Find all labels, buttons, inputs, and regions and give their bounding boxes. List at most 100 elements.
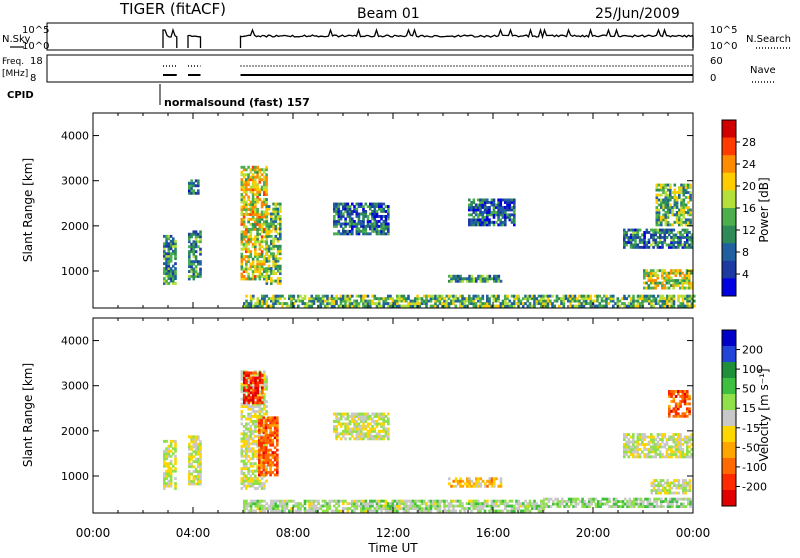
velocity-cell: [256, 457, 259, 461]
power-cell: [351, 210, 354, 213]
power-cell: [663, 302, 667, 305]
velocity-cell: [623, 455, 626, 459]
velocity-cell: [432, 502, 435, 506]
power-cell: [306, 302, 309, 305]
velocity-cell: [466, 477, 469, 481]
velocity-cell: [271, 416, 275, 420]
power-cell: [240, 183, 244, 187]
power-cell: [497, 277, 501, 281]
velocity-cell: [245, 374, 248, 377]
power-cell: [380, 222, 383, 226]
power-cell: [267, 249, 271, 253]
power-cell: [497, 304, 500, 308]
velocity-cell: [247, 407, 250, 411]
velocity-cell: [271, 456, 275, 459]
velocity-cell: [666, 484, 669, 487]
power-cell: [194, 270, 198, 273]
power-cell: [495, 274, 498, 278]
power-cell: [190, 189, 193, 193]
velocity-cell: [243, 396, 246, 400]
power-cell: [197, 184, 200, 188]
velocity-cell: [369, 437, 372, 441]
velocity-cell: [655, 484, 658, 487]
velocity-cell: [545, 502, 548, 506]
velocity-cell: [513, 509, 516, 513]
power-cell: [276, 259, 280, 263]
velocity-cell: [308, 504, 311, 508]
velocity-cell: [625, 445, 628, 449]
velocity-cell: [468, 482, 471, 486]
velocity-cell: [650, 440, 653, 444]
power-cell: [682, 193, 686, 197]
power-cell: [623, 302, 626, 305]
velocity-cell: [416, 507, 419, 510]
velocity-cell: [659, 491, 663, 495]
power-cell: [167, 254, 171, 258]
power-cell: [258, 304, 262, 308]
velocity-cell: [344, 422, 347, 426]
power-cell: [655, 220, 659, 224]
power-cell: [247, 277, 250, 281]
velocity-cell: [661, 438, 664, 441]
power-cell: [256, 173, 259, 177]
power-cell: [582, 294, 586, 298]
velocity-cell: [650, 438, 653, 441]
velocity-cell: [251, 464, 255, 468]
power-cell: [199, 240, 202, 244]
velocity-cell: [260, 421, 263, 425]
power-cell: [682, 213, 686, 217]
power-cell: [247, 260, 250, 264]
velocity-cell: [256, 420, 259, 423]
power-cell: [517, 302, 521, 305]
power-cell: [251, 210, 255, 214]
velocity-cell: [486, 504, 489, 508]
power-cell: [477, 198, 480, 202]
velocity-cell: [681, 390, 685, 393]
power-cell: [533, 304, 536, 308]
power-cell: [594, 294, 597, 298]
velocity-cell: [351, 509, 354, 513]
velocity-cell: [258, 423, 261, 427]
velocity-cell: [373, 429, 377, 433]
power-cell: [443, 302, 446, 305]
power-cell: [265, 282, 269, 285]
power-cell: [668, 297, 671, 301]
power-cell: [344, 207, 347, 211]
power-cell: [263, 230, 266, 234]
power-cell: [508, 213, 512, 217]
velocity-cell: [273, 453, 277, 457]
power-cell: [247, 220, 250, 224]
power-cell: [510, 220, 514, 224]
velocity-cell: [537, 509, 541, 513]
power-cell: [272, 279, 275, 283]
velocity-cell: [547, 505, 551, 508]
power-cell: [263, 220, 266, 224]
power-cell: [463, 302, 467, 305]
velocity-cell: [245, 405, 248, 408]
power-cell: [657, 203, 661, 207]
velocity-cell: [357, 425, 361, 428]
velocity-cell: [429, 502, 433, 506]
power-cell: [258, 270, 262, 273]
power-cell: [240, 178, 244, 182]
velocity-cell: [499, 502, 503, 506]
power-cell: [197, 191, 200, 195]
power-cell: [441, 304, 444, 308]
power-cell: [265, 185, 268, 189]
power-cell: [279, 277, 282, 280]
power-cell: [174, 272, 177, 275]
velocity-cell: [396, 507, 399, 510]
velocity-cell: [683, 455, 687, 459]
power-cell: [490, 211, 494, 214]
velocity-cell: [407, 509, 410, 513]
velocity-cell: [668, 435, 671, 439]
velocity-cell: [647, 453, 651, 456]
power-cell: [382, 227, 386, 231]
velocity-cell: [670, 445, 673, 449]
power-cell: [165, 282, 168, 285]
power-cell: [632, 302, 635, 305]
velocity-cell: [261, 388, 264, 392]
power-cell: [192, 245, 196, 249]
velocity-cell: [681, 453, 685, 456]
